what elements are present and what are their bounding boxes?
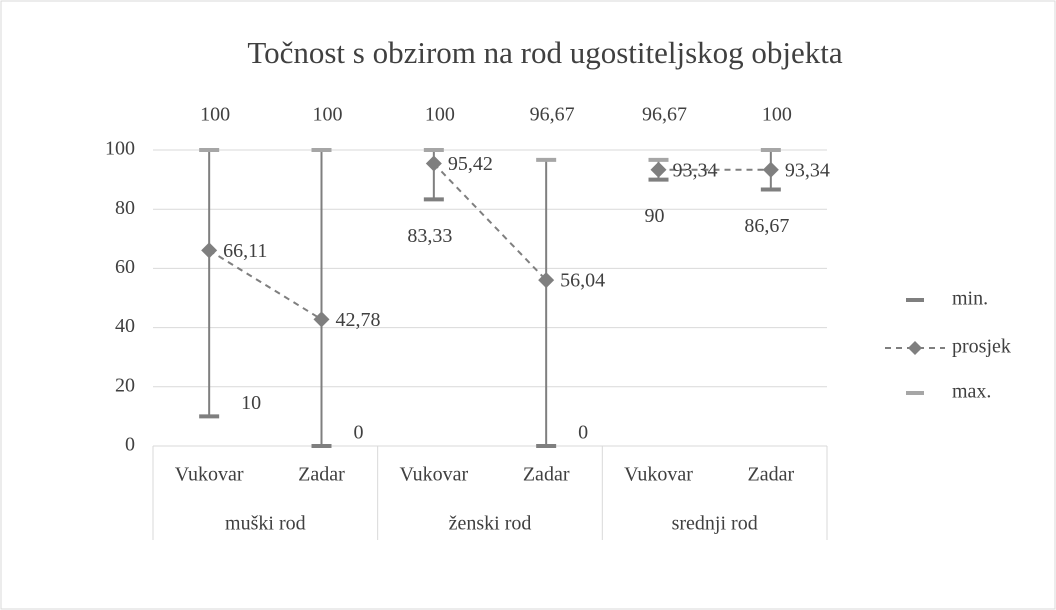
average-label: 66,11 — [223, 240, 267, 262]
average-marker — [650, 161, 667, 178]
average-label: 93,34 — [673, 159, 718, 181]
average-marker — [538, 272, 555, 289]
chart-title: Točnost s obzirom na rod ugostiteljskog … — [247, 35, 843, 70]
max-label: 96,67 — [530, 104, 575, 126]
legend-swatch — [908, 341, 922, 355]
max-label: 100 — [425, 104, 455, 126]
y-tick-label: 0 — [125, 434, 135, 456]
x-tick-label: Vukovar — [624, 464, 693, 486]
max-label: 96,67 — [642, 104, 687, 126]
y-tick-label: 100 — [105, 138, 135, 160]
x-tick-label: Zadar — [748, 464, 795, 486]
legend-label: max. — [952, 381, 991, 403]
x-tick-label: Vukovar — [175, 464, 244, 486]
x-tick-label: Zadar — [298, 464, 345, 486]
average-label: 56,04 — [560, 270, 605, 292]
legend-label: min. — [952, 288, 988, 310]
average-marker — [425, 155, 442, 172]
min-label: 83,33 — [407, 225, 452, 247]
min-label: 90 — [645, 205, 665, 227]
average-marker — [762, 161, 779, 178]
average-label: 95,42 — [448, 153, 493, 175]
min-label: 86,67 — [744, 215, 789, 237]
group-label: srednji rod — [672, 513, 758, 535]
legend-label: prosjek — [952, 336, 1011, 358]
average-line — [433, 162, 547, 281]
x-tick-label: Zadar — [523, 464, 570, 486]
group-label: ženski rod — [449, 513, 532, 535]
y-tick-label: 40 — [115, 315, 135, 337]
x-tick-label: Vukovar — [399, 464, 468, 486]
average-label: 93,34 — [785, 159, 830, 181]
min-label: 0 — [354, 422, 364, 444]
average-marker — [201, 242, 218, 259]
min-label: 10 — [241, 392, 261, 414]
average-marker — [313, 311, 330, 328]
average-label: 42,78 — [336, 309, 381, 331]
y-tick-label: 60 — [115, 256, 135, 278]
y-tick-label: 20 — [115, 374, 135, 396]
max-label: 100 — [762, 104, 792, 126]
min-label: 0 — [578, 422, 588, 444]
y-tick-label: 80 — [115, 197, 135, 219]
group-label: muški rod — [225, 513, 306, 535]
max-label: 100 — [313, 104, 343, 126]
max-label: 100 — [200, 104, 230, 126]
